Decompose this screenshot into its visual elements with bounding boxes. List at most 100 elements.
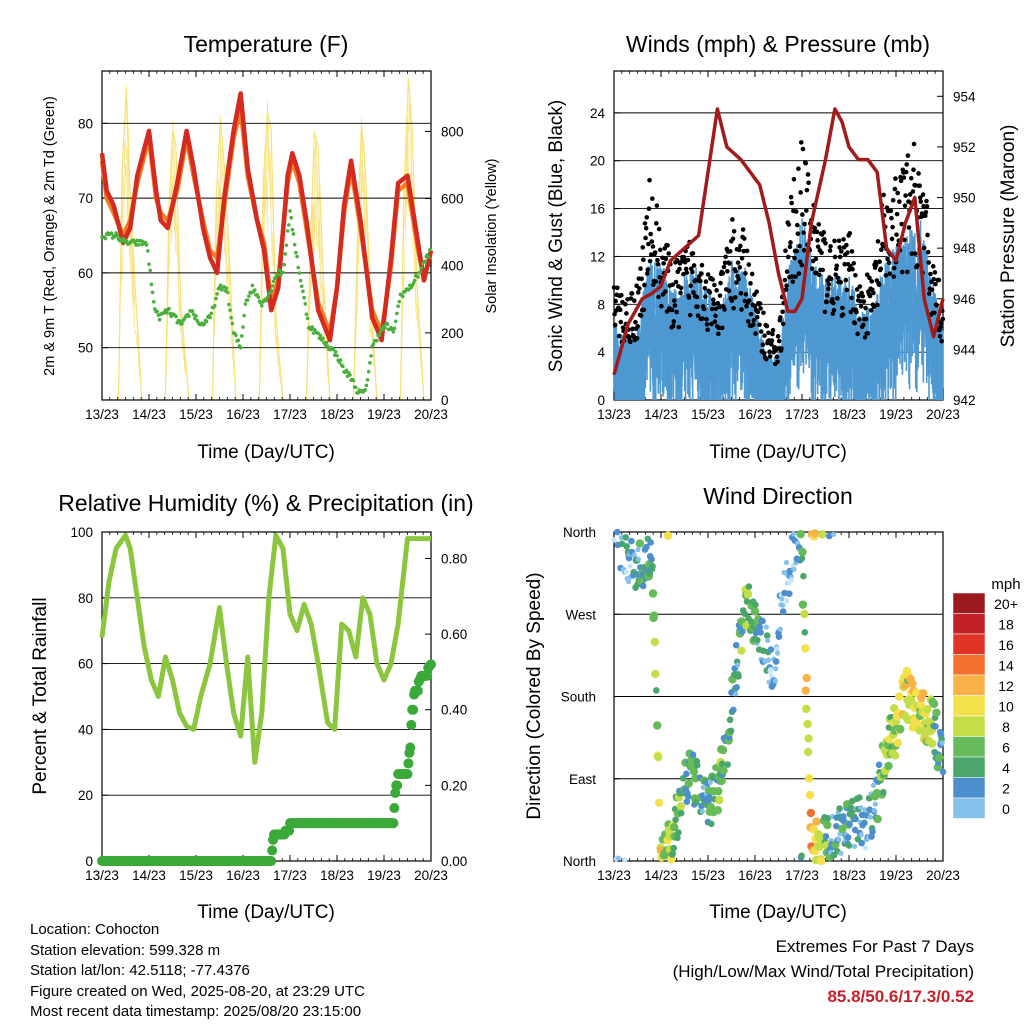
dewpoint-point <box>385 322 390 326</box>
temperature-ylabel-left: 2m & 9m T (Red, Orange) & 2m Td (Green) <box>42 96 58 376</box>
y2-tick-label: 800 <box>441 124 464 139</box>
gust-point <box>894 211 900 217</box>
dewpoint-point <box>282 262 286 267</box>
dewpoint-point <box>208 315 212 320</box>
y2-tick-label: 948 <box>953 241 976 256</box>
gust-point <box>846 267 852 272</box>
gust-point <box>784 269 790 274</box>
dewpoint-point <box>365 377 370 382</box>
dewpoint-point <box>335 353 339 358</box>
gust-point <box>903 193 908 198</box>
dewpoint-point <box>236 338 241 342</box>
gust-point <box>875 302 880 308</box>
dewpoint-point <box>153 307 157 311</box>
direction-point <box>880 788 887 796</box>
direction-point <box>789 577 795 583</box>
dewpoint-point <box>238 345 243 350</box>
gust-point <box>699 262 705 268</box>
dewpoint-point <box>245 298 250 302</box>
gust-point <box>860 322 866 328</box>
gust-point <box>751 322 756 327</box>
direction-point <box>784 598 790 604</box>
gust-point <box>642 221 648 226</box>
gust-point <box>751 317 757 323</box>
gust-point <box>864 272 870 278</box>
direction-point <box>726 716 734 724</box>
gust-point <box>902 203 908 209</box>
gust-point <box>654 221 659 226</box>
dewpoint-point <box>230 321 235 326</box>
colorbar-label: 4 <box>1002 760 1010 776</box>
gust-point <box>619 292 624 298</box>
dewpoint-point <box>366 369 371 374</box>
gust-point <box>783 248 788 254</box>
dewpoint-point <box>395 311 399 316</box>
dewpoint-point <box>252 288 257 292</box>
y-tick-label: 20 <box>78 788 93 803</box>
gust-point <box>754 289 759 294</box>
dewpoint-point <box>250 283 255 288</box>
gust-point <box>648 231 653 237</box>
gust-point <box>916 171 921 176</box>
gust-point <box>652 250 658 255</box>
y2-tick-label: 0 <box>441 393 449 408</box>
dewpoint-point <box>243 302 248 306</box>
dewpoint-point <box>136 243 141 247</box>
gust-point <box>788 194 794 200</box>
gust-point <box>852 320 858 326</box>
gust-point <box>743 271 748 276</box>
gust-point <box>697 278 703 284</box>
precip-point <box>284 825 295 836</box>
y-tick-label: 80 <box>78 591 93 606</box>
gust-point <box>648 252 654 257</box>
precip-point <box>266 856 277 866</box>
colorbar-label: 20+ <box>994 596 1018 612</box>
gust-point <box>780 321 786 327</box>
gust-point <box>790 279 796 284</box>
dewpoint-point <box>290 227 295 232</box>
gust-point <box>782 277 788 283</box>
x-tick-label: 19/23 <box>367 407 401 422</box>
direction-point <box>670 844 677 852</box>
dewpoint-point <box>304 312 309 317</box>
pressure-line <box>612 107 945 376</box>
gust-point <box>792 255 797 261</box>
station-latlon: Station lat/lon: 42.5118; -77.4376 <box>30 962 250 979</box>
dewpoint-point <box>393 319 398 324</box>
gust-point <box>655 257 660 263</box>
gust-point <box>733 269 739 274</box>
gust-point <box>643 225 649 231</box>
gust-point <box>737 265 743 270</box>
gust-point <box>841 237 846 242</box>
y2-tick-label: 942 <box>953 393 976 408</box>
direction-point <box>743 590 753 599</box>
humidity-title: Relative Humidity (%) & Precipitation (i… <box>58 490 473 516</box>
direction-point <box>654 798 664 807</box>
gust-point <box>767 349 772 354</box>
precip-point <box>267 845 278 856</box>
gust-point <box>717 304 722 310</box>
gust-point <box>641 307 647 313</box>
direction-point <box>651 669 660 679</box>
gust-point <box>758 329 764 334</box>
direction-point <box>803 747 813 757</box>
gust-point <box>932 270 938 275</box>
direction-point <box>856 794 863 801</box>
direction-point <box>745 583 753 590</box>
dewpoint-point <box>377 333 382 338</box>
dewpoint-point <box>269 288 274 293</box>
gust-point <box>918 199 924 204</box>
gust-point <box>726 288 732 294</box>
gust-point <box>659 303 664 309</box>
direction-point <box>623 542 630 550</box>
gust-point <box>676 324 682 330</box>
dewpoint-point <box>371 342 376 346</box>
x-tick-label: 18/23 <box>832 407 866 422</box>
gust-point <box>826 282 832 287</box>
x-tick-label: 18/23 <box>832 868 866 883</box>
colorbar-swatch <box>952 715 986 737</box>
gust-point <box>761 310 766 316</box>
direction-point <box>772 658 780 665</box>
plot-frame <box>101 531 432 862</box>
gust-point <box>739 307 744 312</box>
